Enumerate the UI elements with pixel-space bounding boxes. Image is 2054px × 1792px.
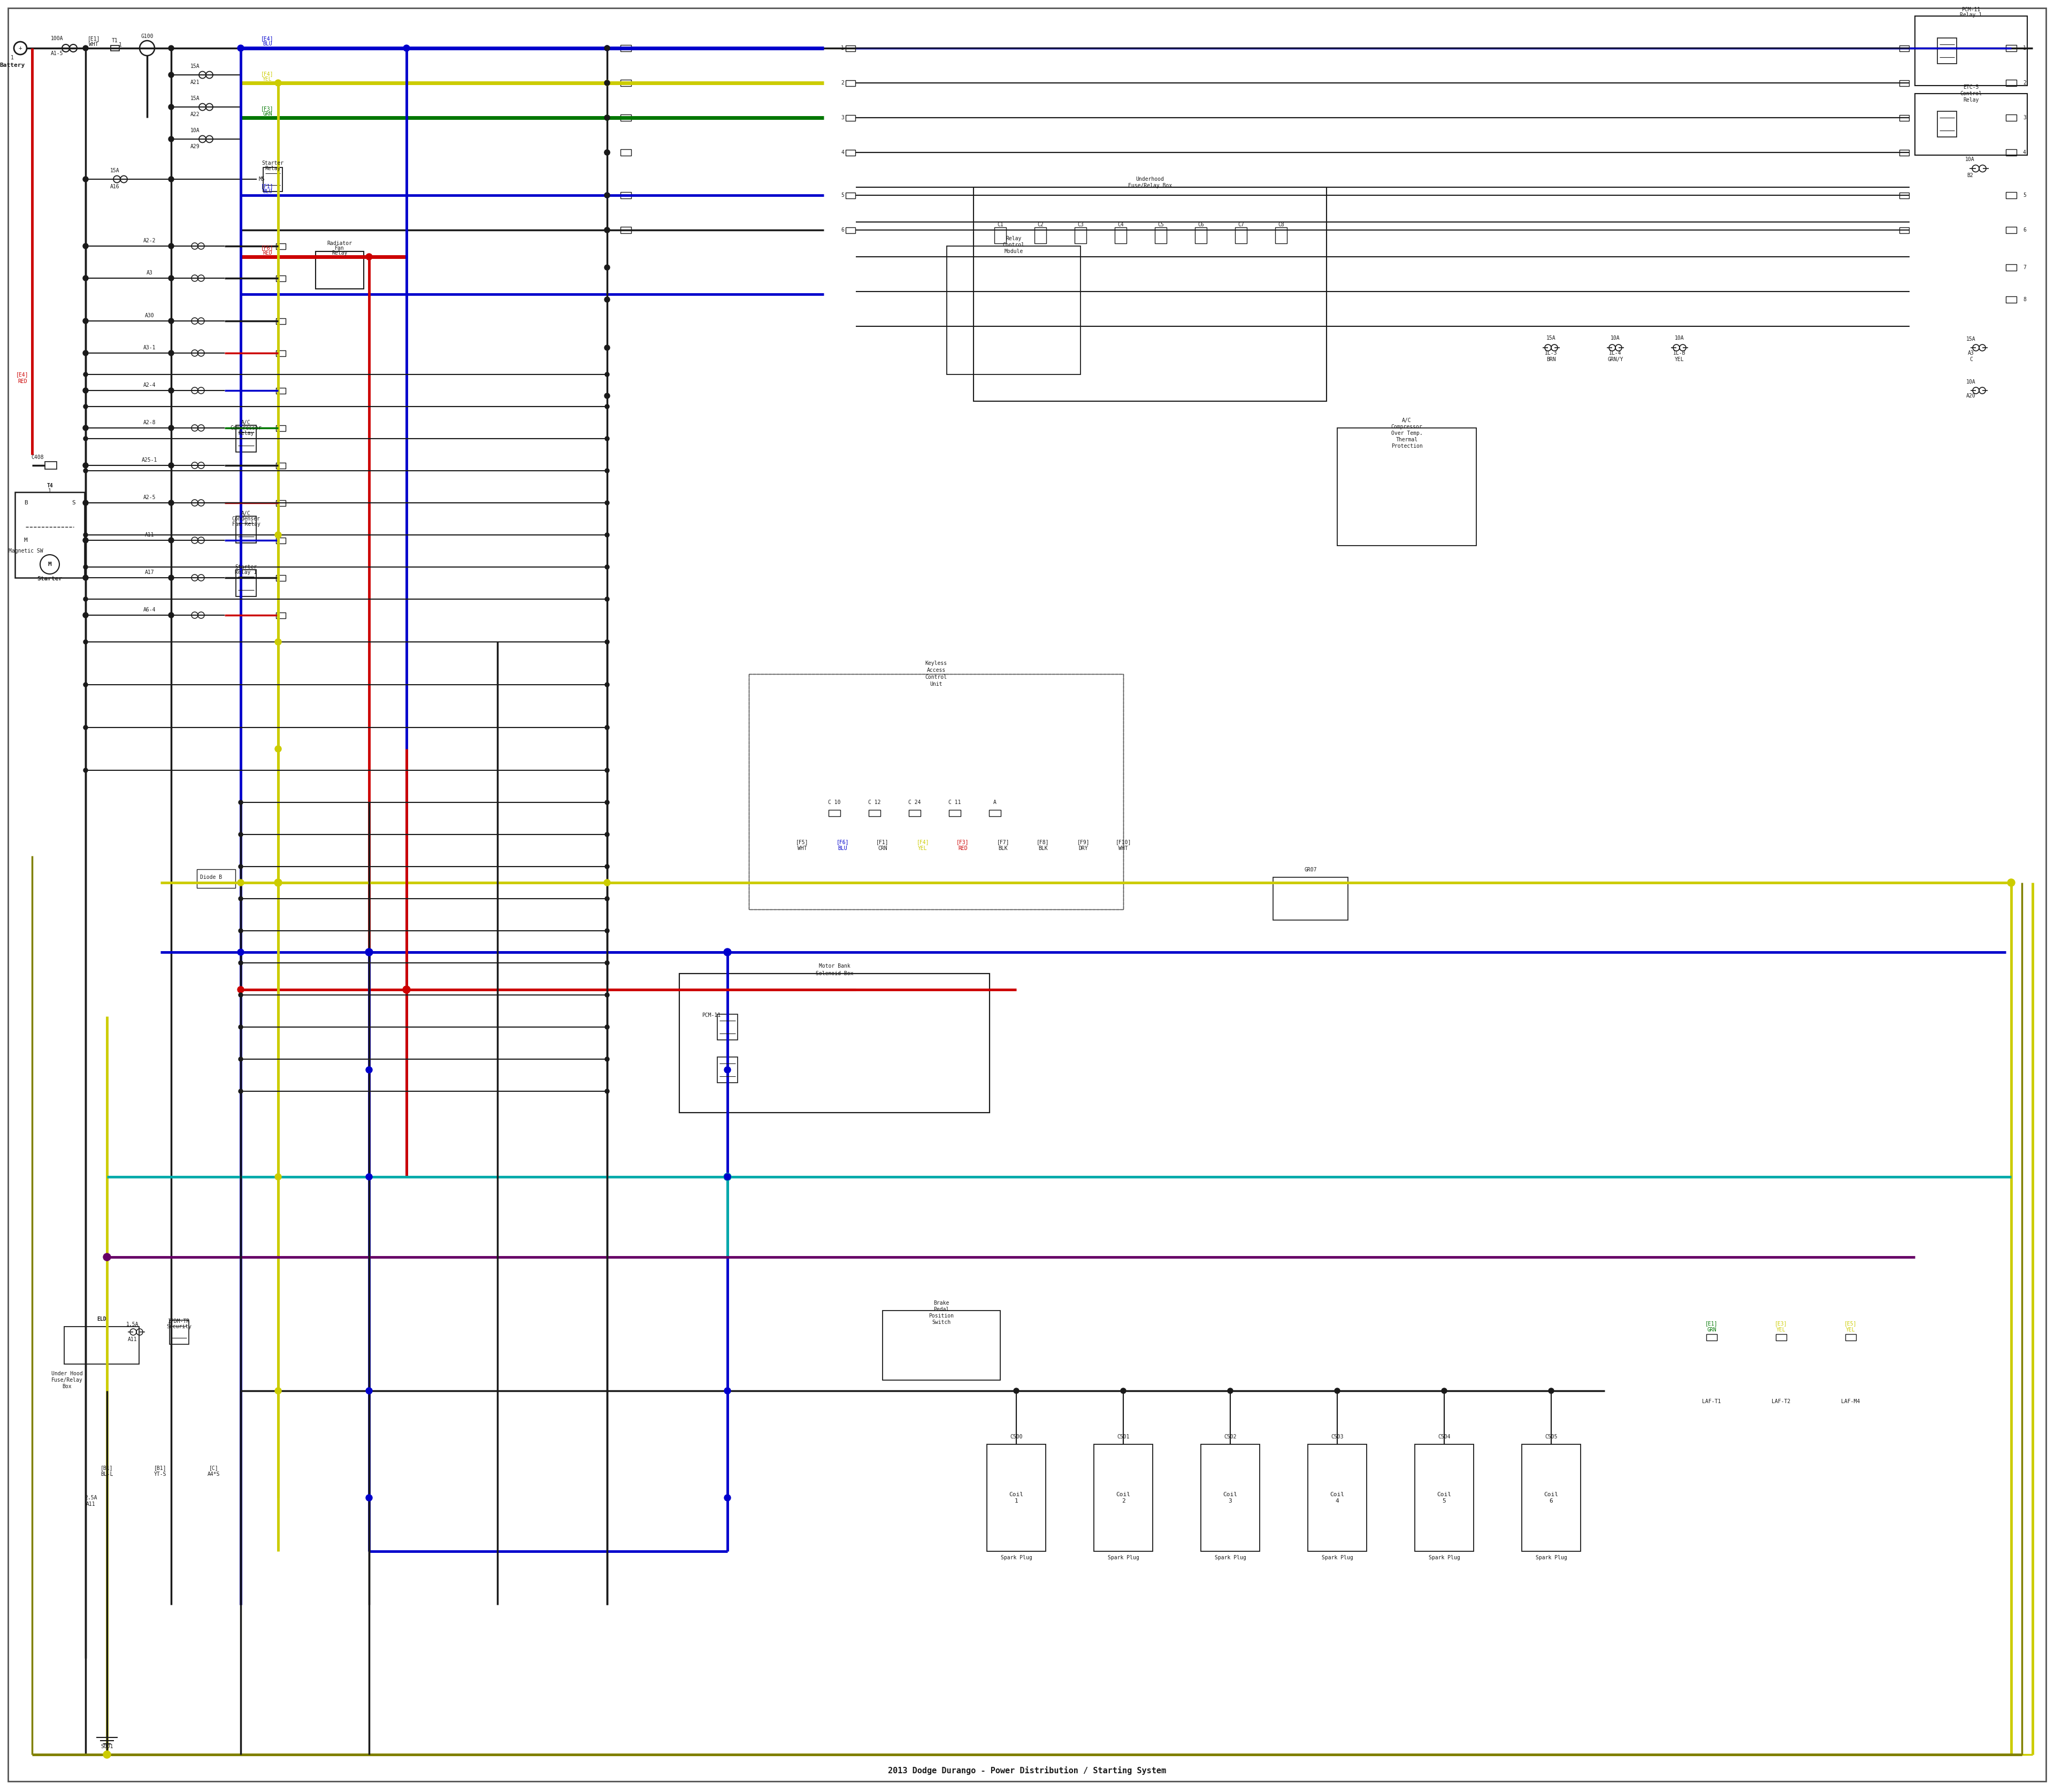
Circle shape [606,961,610,966]
Text: Motor Bank: Motor Bank [820,964,850,969]
Circle shape [84,726,88,729]
Circle shape [723,1174,731,1181]
Text: [F3]
RED: [F3] RED [957,839,969,851]
Circle shape [606,896,610,901]
Text: C 11: C 11 [949,799,961,805]
Circle shape [604,151,610,156]
Bar [1308,1444,1366,1552]
Bar [846,192,854,199]
Text: C501: C501 [1117,1434,1130,1439]
Text: C502: C502 [1224,1434,1237,1439]
Text: M: M [47,561,51,566]
Circle shape [84,769,88,772]
Text: WHT: WHT [88,41,99,47]
Text: IPDM-TR: IPDM-TR [168,1319,191,1324]
Bar [275,462,286,468]
Text: Spark Plug: Spark Plug [1428,1555,1460,1561]
Text: 15A: 15A [191,95,199,100]
Bar [1900,81,1908,86]
Text: Relay: Relay [1964,97,1978,102]
Text: Access: Access [926,668,945,674]
Text: Fan Relay: Fan Relay [232,521,261,527]
Text: T1: T1 [111,38,119,43]
Circle shape [168,276,175,281]
Text: [E1]
GRN: [E1] GRN [1705,1321,1717,1333]
Text: Starter: Starter [37,575,62,581]
Text: A22: A22 [191,111,199,116]
Text: Brake: Brake [935,1301,949,1306]
Bar [1900,192,1908,199]
Text: LAF-T1: LAF-T1 [1703,1400,1721,1405]
Text: A/C: A/C [240,511,251,516]
Circle shape [238,1057,242,1061]
Bar [883,1310,1000,1380]
Text: B: B [25,500,27,505]
Circle shape [168,500,175,505]
Circle shape [1442,1389,1446,1394]
Circle shape [82,387,88,392]
Text: Coil
5: Coil 5 [1438,1493,1452,1503]
Text: Relay: Relay [333,251,347,256]
Text: Relay 1: Relay 1 [1960,13,1982,18]
Text: [F4]
YEL: [F4] YEL [916,839,928,851]
Circle shape [275,532,281,538]
Bar [1035,228,1045,244]
Circle shape [606,1090,610,1093]
Text: 10A: 10A [1966,380,1976,385]
Text: C 10: C 10 [828,799,840,805]
Circle shape [604,192,610,197]
Text: A30: A30 [146,314,154,319]
Circle shape [606,532,610,538]
Circle shape [1013,1389,1019,1394]
Text: Unit: Unit [930,681,943,686]
Circle shape [168,387,175,392]
Circle shape [168,244,175,249]
Text: A21: A21 [191,79,199,84]
Text: Diode B: Diode B [201,874,222,880]
Circle shape [275,1174,281,1181]
Circle shape [238,950,244,955]
Bar [846,149,854,156]
Bar [680,973,990,1113]
Text: M: M [25,538,27,543]
Text: C 24: C 24 [908,799,920,805]
Text: A2-4: A2-4 [144,382,156,387]
Circle shape [606,1025,610,1029]
Bar [275,244,286,249]
Text: [F7]
BLK: [F7] BLK [996,839,1009,851]
Text: Condenser: Condenser [232,516,261,521]
Text: C503: C503 [1331,1434,1343,1439]
Text: Switch: Switch [933,1319,951,1324]
Text: [F1]
CRN: [F1] CRN [877,839,889,851]
Text: Control: Control [1960,91,1982,97]
Bar [236,570,257,597]
Text: A2-5: A2-5 [144,495,156,500]
Circle shape [82,244,88,249]
Text: A17: A17 [146,570,154,575]
Text: IL-3
BRN: IL-3 BRN [1545,351,1557,362]
Bar [45,462,58,470]
Text: 1.5A: 1.5A [127,1322,140,1328]
Bar [236,516,257,543]
Bar [316,251,364,289]
Text: Fan: Fan [335,246,345,251]
Text: 15A: 15A [1966,337,1976,342]
Bar [275,613,286,618]
Circle shape [604,45,610,50]
Circle shape [238,928,242,934]
Circle shape [168,575,175,581]
Bar [1276,228,1288,244]
Circle shape [84,500,88,505]
Text: 6: 6 [2023,228,2025,233]
Text: Pedal: Pedal [935,1306,949,1312]
Circle shape [82,538,88,543]
Bar [14,493,84,577]
Text: +: + [18,45,23,50]
Bar [275,575,286,581]
Text: [F6]
BLU: [F6] BLU [836,839,848,851]
Text: A/C: A/C [240,419,251,425]
Bar [263,167,283,192]
Bar [2007,115,2017,120]
Text: C1: C1 [996,222,1004,228]
Bar [908,810,920,817]
